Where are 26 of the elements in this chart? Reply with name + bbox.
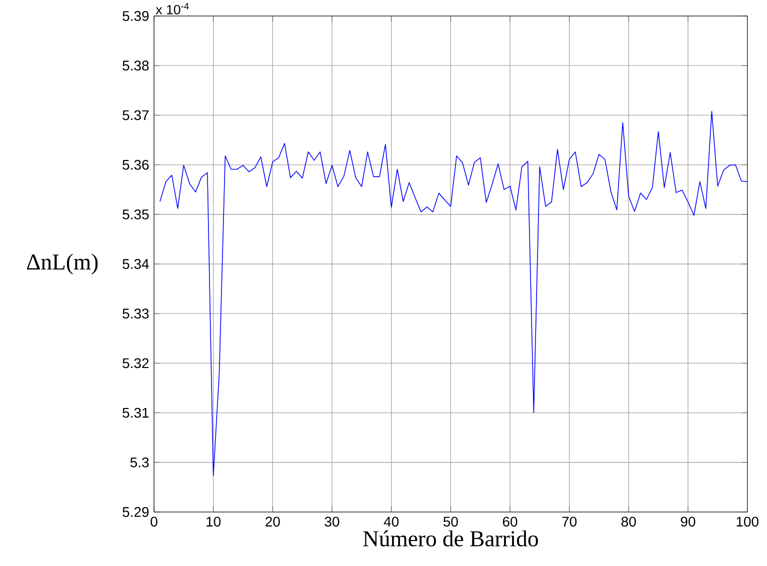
x-tick-label: 50 xyxy=(443,516,458,527)
x-axis-title: Número de Barrido xyxy=(363,530,538,546)
x-tick-label: 10 xyxy=(206,516,221,527)
text: x 10$^{-4}$ xyxy=(156,3,189,14)
y-tick-label: 5.37 xyxy=(122,110,149,120)
y-tick-label: 5.3 xyxy=(130,457,149,468)
y-tick-label: 5.29 xyxy=(122,507,149,517)
x-tick-label: 90 xyxy=(680,516,696,527)
x-tick-label: 30 xyxy=(324,516,340,527)
y-axis-title: ΔnL(m) xyxy=(27,254,98,274)
x-tick-label: 0 xyxy=(150,516,158,527)
y-tick-label: 5.36 xyxy=(122,160,149,170)
y-tick-label: 5.31 xyxy=(122,408,149,418)
x-tick-label: 40 xyxy=(384,516,399,527)
line-series xyxy=(160,110,748,476)
x-tick-label: 80 xyxy=(621,516,636,527)
y-tick-label: 5.34 xyxy=(122,259,149,269)
x-tick-label: 70 xyxy=(562,516,577,527)
x-tick-label: 100 xyxy=(736,516,758,527)
y-tick-label: 5.33 xyxy=(122,308,149,319)
y-tick-label: 5.32 xyxy=(122,358,149,368)
y-tick-label: 5.38 xyxy=(122,60,149,71)
y-tick-label: 5.35 xyxy=(122,209,149,220)
x-tick-label: 60 xyxy=(502,516,518,527)
x-tick-label: 20 xyxy=(266,516,280,527)
y-tick-label: 5.39 xyxy=(122,11,149,21)
